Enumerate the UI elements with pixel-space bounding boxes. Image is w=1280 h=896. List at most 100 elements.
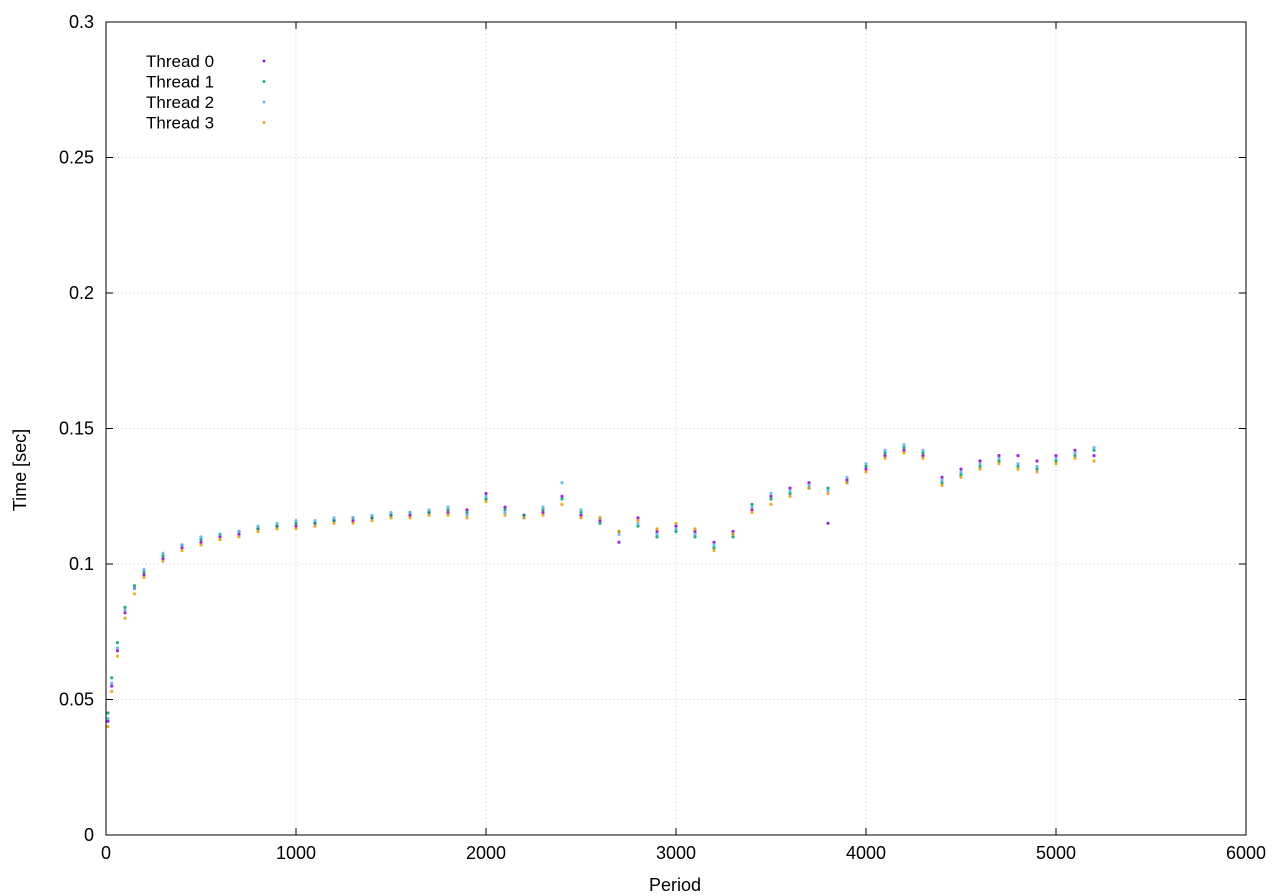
data-point: [978, 464, 982, 468]
data-point: [902, 443, 906, 447]
data-point: [1092, 459, 1096, 463]
data-point: [465, 508, 469, 512]
data-point: [788, 494, 792, 498]
data-point: [617, 540, 621, 544]
data-point: [522, 516, 526, 520]
data-point: [655, 527, 659, 531]
data-point: [180, 546, 184, 550]
data-point: [1092, 448, 1096, 452]
data-point: [161, 554, 165, 558]
data-point: [674, 521, 678, 525]
data-point: [617, 529, 621, 534]
data-point: [1016, 462, 1020, 466]
x-tick-label: 6000: [1226, 843, 1266, 863]
data-point: [1073, 454, 1077, 458]
x-tick-label: 4000: [846, 843, 886, 863]
data-point: [408, 513, 412, 517]
data-point: [636, 516, 640, 520]
data-point: [864, 467, 868, 471]
data-point: [769, 497, 773, 501]
data-point: [769, 494, 773, 498]
data-point: [712, 548, 716, 553]
data-point: [484, 497, 488, 501]
data-point: [110, 689, 114, 694]
data-point: [598, 521, 602, 525]
data-point: [218, 535, 222, 539]
data-point: [997, 454, 1001, 458]
data-point: [115, 641, 119, 645]
data-point: [370, 516, 374, 520]
data-point: [389, 516, 393, 520]
data-point: [940, 478, 944, 482]
data-point: [959, 470, 963, 474]
data-point: [826, 489, 830, 493]
data-point: [180, 548, 184, 553]
data-point: [826, 521, 830, 525]
legend-label: Thread 2: [146, 93, 214, 112]
data-point: [313, 521, 317, 525]
data-point: [902, 451, 906, 455]
data-point: [845, 478, 849, 482]
data-point: [864, 464, 868, 468]
data-point: [110, 676, 114, 680]
data-point: [275, 527, 279, 531]
y-tick-label: 0.2: [69, 283, 94, 303]
x-tick-label: 2000: [466, 843, 506, 863]
data-point: [788, 486, 792, 490]
data-point: [902, 445, 906, 450]
data-point: [115, 646, 119, 650]
data-point: [978, 459, 982, 463]
data-point: [199, 540, 203, 544]
y-tick-label: 0.1: [69, 554, 94, 574]
data-point: [446, 505, 450, 509]
data-point: [750, 508, 754, 512]
data-point: [199, 538, 203, 542]
data-point: [1054, 454, 1058, 458]
legend-marker: [262, 59, 266, 63]
data-point: [826, 486, 830, 490]
data-point: [484, 494, 488, 498]
data-point: [655, 535, 659, 539]
data-point: [807, 483, 811, 487]
data-point: [427, 510, 431, 515]
data-point: [161, 551, 165, 555]
data-point: [123, 608, 127, 612]
data-point: [750, 510, 754, 515]
data-point: [731, 535, 735, 539]
data-point: [123, 605, 127, 610]
data-point: [294, 521, 298, 525]
data-point: [579, 510, 583, 515]
data-point: [1035, 464, 1039, 468]
data-point: [465, 513, 469, 517]
data-point: [370, 513, 374, 517]
data-point: [864, 470, 868, 474]
y-tick-label: 0: [84, 825, 94, 845]
data-point: [351, 519, 355, 523]
series-thread-0: [106, 448, 1096, 723]
data-point: [902, 448, 906, 452]
data-point: [351, 516, 355, 520]
data-point: [560, 497, 564, 501]
data-point: [560, 494, 564, 498]
data-point: [655, 529, 659, 534]
data-point: [132, 586, 137, 591]
data-point: [712, 540, 716, 544]
data-point: [427, 508, 431, 512]
y-axis-label: Time [sec]: [10, 429, 30, 511]
data-point: [408, 510, 412, 515]
legend-label: Thread 1: [146, 73, 214, 92]
legend-label: Thread 3: [146, 114, 214, 133]
data-point: [731, 529, 735, 534]
data-point: [1016, 454, 1020, 458]
data-point: [1054, 456, 1058, 460]
data-point: [199, 535, 203, 539]
x-tick-label: 3000: [656, 843, 696, 863]
data-point: [142, 570, 146, 574]
data-point: [598, 516, 602, 520]
data-point: [617, 532, 621, 536]
series-thread-1: [106, 445, 1096, 715]
data-point: [940, 481, 944, 485]
data-point: [693, 529, 697, 534]
data-point: [294, 524, 298, 528]
data-point: [883, 451, 887, 455]
